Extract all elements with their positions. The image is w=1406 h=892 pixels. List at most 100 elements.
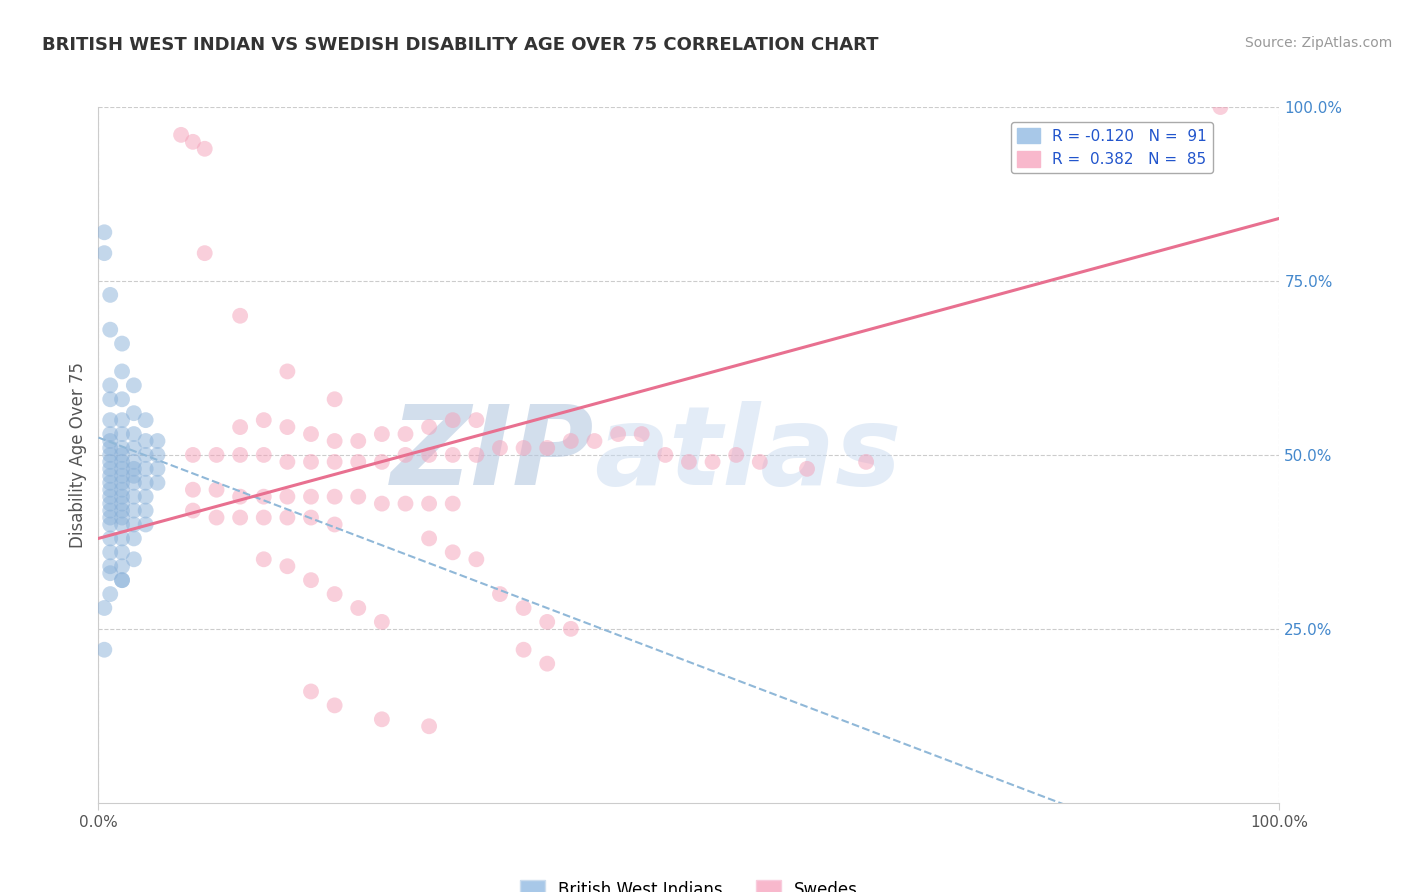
Point bbox=[323, 392, 346, 407]
Point bbox=[98, 587, 121, 601]
Point bbox=[796, 462, 818, 476]
Point bbox=[299, 455, 322, 469]
Point bbox=[111, 559, 134, 574]
Point bbox=[194, 246, 217, 260]
Point bbox=[441, 497, 464, 511]
Point bbox=[135, 448, 157, 462]
Point bbox=[441, 448, 464, 462]
Point bbox=[146, 462, 169, 476]
Text: ZIP: ZIP bbox=[391, 401, 595, 508]
Point bbox=[299, 573, 322, 587]
Point bbox=[98, 455, 121, 469]
Point bbox=[253, 490, 276, 504]
Point bbox=[394, 448, 416, 462]
Point bbox=[111, 483, 134, 497]
Point bbox=[630, 427, 652, 442]
Point bbox=[93, 642, 115, 657]
Point bbox=[607, 427, 630, 442]
Point bbox=[170, 128, 193, 142]
Point bbox=[122, 427, 145, 442]
Point bbox=[323, 517, 346, 532]
Point bbox=[205, 510, 228, 524]
Point bbox=[98, 427, 121, 442]
Point bbox=[855, 455, 877, 469]
Point bbox=[111, 475, 134, 490]
Point bbox=[536, 615, 558, 629]
Point bbox=[194, 142, 217, 156]
Point bbox=[512, 642, 534, 657]
Point bbox=[111, 573, 134, 587]
Point bbox=[98, 468, 121, 483]
Point bbox=[122, 490, 145, 504]
Point bbox=[122, 441, 145, 455]
Point bbox=[512, 601, 534, 615]
Point bbox=[98, 392, 121, 407]
Point bbox=[111, 413, 134, 427]
Point bbox=[135, 490, 157, 504]
Point bbox=[323, 434, 346, 448]
Point bbox=[323, 455, 346, 469]
Point bbox=[122, 455, 145, 469]
Point bbox=[135, 503, 157, 517]
Point bbox=[276, 510, 298, 524]
Point bbox=[111, 441, 134, 455]
Point bbox=[276, 364, 298, 378]
Point bbox=[205, 483, 228, 497]
Point bbox=[98, 413, 121, 427]
Point bbox=[181, 135, 204, 149]
Point bbox=[111, 510, 134, 524]
Point bbox=[347, 455, 370, 469]
Point bbox=[702, 455, 724, 469]
Point bbox=[146, 434, 169, 448]
Point bbox=[560, 622, 582, 636]
Point bbox=[98, 434, 121, 448]
Point bbox=[111, 503, 134, 517]
Point bbox=[371, 712, 394, 726]
Point bbox=[465, 552, 488, 566]
Point bbox=[229, 448, 252, 462]
Point bbox=[111, 427, 134, 442]
Point bbox=[111, 545, 134, 559]
Point bbox=[122, 503, 145, 517]
Point bbox=[725, 448, 748, 462]
Point bbox=[323, 587, 346, 601]
Point bbox=[93, 601, 115, 615]
Point bbox=[1209, 100, 1232, 114]
Point bbox=[394, 497, 416, 511]
Point bbox=[748, 455, 770, 469]
Point bbox=[111, 392, 134, 407]
Point bbox=[418, 497, 440, 511]
Point bbox=[98, 517, 121, 532]
Point bbox=[536, 441, 558, 455]
Point bbox=[122, 378, 145, 392]
Point bbox=[583, 434, 606, 448]
Point bbox=[371, 455, 394, 469]
Point bbox=[122, 406, 145, 420]
Point bbox=[135, 517, 157, 532]
Point bbox=[122, 517, 145, 532]
Point bbox=[347, 434, 370, 448]
Point bbox=[98, 441, 121, 455]
Point bbox=[560, 434, 582, 448]
Point bbox=[323, 490, 346, 504]
Point bbox=[229, 510, 252, 524]
Point bbox=[111, 455, 134, 469]
Point bbox=[299, 684, 322, 698]
Point bbox=[489, 587, 512, 601]
Point bbox=[394, 427, 416, 442]
Point bbox=[135, 475, 157, 490]
Point bbox=[98, 545, 121, 559]
Point bbox=[371, 427, 394, 442]
Point bbox=[181, 483, 204, 497]
Point bbox=[146, 475, 169, 490]
Text: Source: ZipAtlas.com: Source: ZipAtlas.com bbox=[1244, 36, 1392, 50]
Point bbox=[98, 483, 121, 497]
Point bbox=[135, 462, 157, 476]
Point bbox=[276, 420, 298, 434]
Point bbox=[465, 413, 488, 427]
Point bbox=[654, 448, 676, 462]
Point bbox=[122, 475, 145, 490]
Point bbox=[229, 490, 252, 504]
Point bbox=[98, 490, 121, 504]
Point bbox=[253, 448, 276, 462]
